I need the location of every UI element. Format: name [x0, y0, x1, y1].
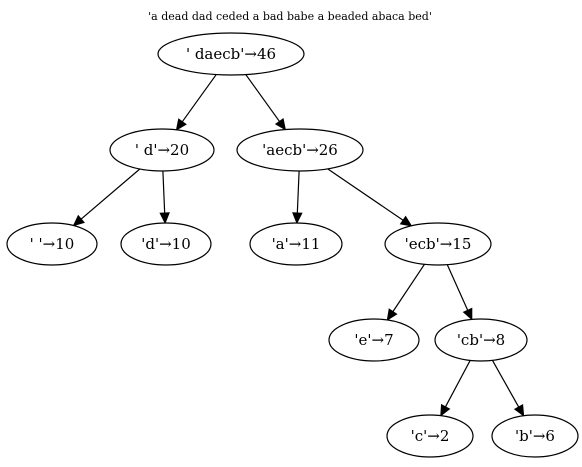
- node-label: ' daecb'→46: [186, 45, 276, 63]
- node-n_c: 'c'→2: [386, 414, 474, 458]
- arrowhead-n_d_space-to-n_space: [72, 214, 85, 227]
- arrowhead-n_cb-to-n_c: [440, 403, 451, 417]
- node-ellipse: [249, 222, 343, 266]
- node-n_aecb: 'aecb'→26: [236, 128, 364, 172]
- node-label: 'ecb'→15: [405, 235, 472, 253]
- node-ellipse: [157, 32, 305, 76]
- node-label: 'a'→11: [272, 235, 321, 253]
- node-ellipse: [491, 414, 579, 458]
- nodes-layer: ' daecb'→46 ' d'→20 'aecb'→26 ' '→10 'd'→10 '…: [6, 32, 579, 458]
- node-ellipse: [120, 222, 212, 266]
- node-ellipse: [6, 222, 98, 266]
- edge-n_d_space-to-n_d: [162, 170, 166, 214]
- node-label: 'e'→7: [354, 331, 393, 349]
- node-root: ' daecb'→46: [157, 32, 305, 76]
- edge-n_ecb-to-n_e: [392, 263, 425, 312]
- node-n_a: 'a'→11: [249, 222, 343, 266]
- arrowhead-n_aecb-to-n_a: [292, 212, 303, 225]
- node-label: ' d'→20: [135, 141, 189, 159]
- edge-n_cb-to-n_b: [491, 360, 520, 408]
- edge-root-to-n_aecb: [245, 74, 280, 122]
- node-label: 'cb'→8: [457, 331, 505, 349]
- node-n_cb: 'cb'→8: [434, 318, 528, 362]
- arrowhead-n_ecb-to-n_cb: [462, 307, 473, 321]
- arrowhead-root-to-n_aecb: [274, 117, 287, 131]
- node-label: ' '→10: [30, 235, 75, 253]
- arrowhead-n_aecb-to-n_ecb: [399, 215, 413, 227]
- diagram-title: 'a dead dad ceded a bad babe a beaded ab…: [148, 10, 432, 23]
- node-label: 'b'→6: [515, 427, 555, 445]
- node-n_e: 'e'→7: [328, 318, 420, 362]
- node-n_b: 'b'→6: [491, 414, 579, 458]
- node-ellipse: [384, 222, 492, 266]
- node-ellipse: [236, 128, 364, 172]
- edge-n_d_space-to-n_space: [80, 168, 141, 220]
- edge-n_aecb-to-n_ecb: [327, 168, 404, 221]
- edge-n_ecb-to-n_cb: [446, 264, 469, 311]
- arrowhead-n_d_space-to-n_d: [159, 212, 170, 225]
- node-label: 'aecb'→26: [262, 141, 338, 159]
- node-n_ecb: 'ecb'→15: [384, 222, 492, 266]
- node-ellipse: [328, 318, 420, 362]
- node-n_d_space: ' d'→20: [109, 128, 215, 172]
- node-ellipse: [109, 128, 215, 172]
- node-label: 'd'→10: [141, 235, 191, 253]
- edge-n_aecb-to-n_a: [296, 170, 300, 214]
- arrowhead-n_cb-to-n_b: [513, 404, 525, 417]
- arrowhead-root-to-n_d_space: [175, 118, 187, 131]
- edge-n_cb-to-n_c: [444, 360, 471, 408]
- edges-layer: [72, 74, 525, 417]
- edge-root-to-n_d_space: [181, 74, 217, 123]
- node-ellipse: [386, 414, 474, 458]
- node-n_d: 'd'→10: [120, 222, 212, 266]
- node-ellipse: [434, 318, 528, 362]
- node-n_space: ' '→10: [6, 222, 98, 266]
- node-label: 'c'→2: [411, 427, 450, 445]
- arrowhead-n_ecb-to-n_e: [386, 308, 398, 321]
